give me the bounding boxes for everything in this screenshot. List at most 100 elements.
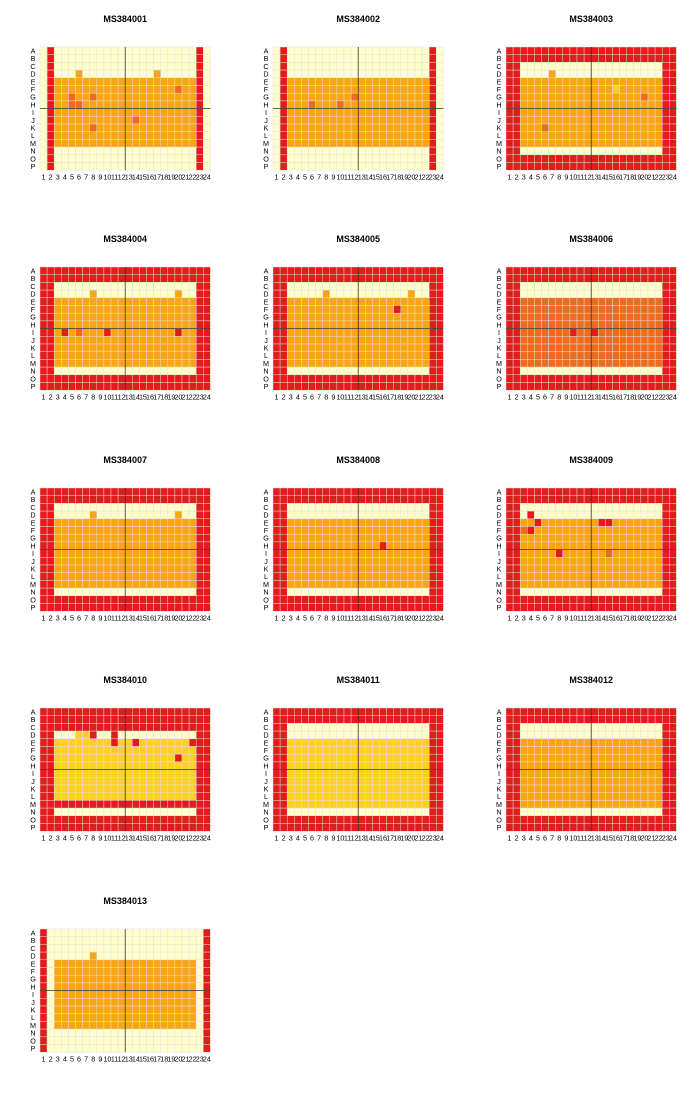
- well-N20: [174, 146, 183, 156]
- well-M3: [286, 580, 295, 589]
- well-A3: [286, 266, 295, 275]
- well-N8: [555, 146, 564, 156]
- well-M12: [583, 139, 592, 148]
- well-O22: [421, 815, 430, 824]
- row-label: O: [496, 154, 502, 163]
- well-F14: [365, 526, 373, 535]
- row-label: H: [30, 541, 35, 550]
- well-E8: [89, 297, 98, 306]
- well-E1: [39, 738, 48, 747]
- well-F21: [414, 305, 423, 314]
- well-G13: [357, 92, 366, 102]
- well-L15: [372, 351, 380, 360]
- row-label: A: [31, 267, 36, 276]
- well-D10: [336, 289, 345, 299]
- well-N9: [329, 146, 338, 156]
- well-G7: [315, 92, 323, 102]
- well-F9: [562, 85, 571, 94]
- well-A4: [527, 707, 535, 716]
- well-J13: [124, 336, 133, 345]
- well-K21: [414, 784, 423, 793]
- well-O7: [548, 374, 556, 383]
- well-N12: [583, 587, 592, 597]
- well-C24: [436, 62, 444, 71]
- well-L17: [619, 131, 627, 140]
- well-E12: [350, 518, 359, 527]
- well-K22: [188, 564, 197, 573]
- well-L16: [612, 792, 620, 801]
- well-A22: [421, 707, 430, 716]
- well-A11: [576, 487, 585, 496]
- well-P3: [519, 162, 528, 171]
- well-D9: [96, 69, 105, 79]
- well-N15: [605, 366, 613, 376]
- well-G11: [110, 312, 119, 322]
- well-K13: [590, 784, 599, 793]
- well-C5: [301, 282, 309, 291]
- well-G1: [39, 753, 48, 763]
- well-K7: [315, 123, 323, 132]
- well-G14: [598, 92, 606, 102]
- well-G7: [548, 753, 556, 763]
- well-C1: [272, 62, 281, 71]
- well-K7: [548, 343, 556, 352]
- well-F17: [386, 305, 394, 314]
- well-G3: [286, 753, 295, 763]
- well-O10: [336, 374, 345, 383]
- well-N17: [153, 587, 161, 597]
- col-label: 2: [49, 173, 53, 182]
- well-P17: [153, 823, 161, 832]
- well-A24: [436, 266, 444, 275]
- row-label: C: [30, 282, 35, 291]
- well-I17: [153, 769, 161, 778]
- well-B1: [505, 715, 514, 724]
- well-P21: [414, 603, 423, 612]
- well-J7: [82, 116, 90, 125]
- well-G19: [633, 753, 642, 763]
- well-D20: [174, 69, 183, 79]
- well-D17: [153, 289, 161, 299]
- row-label: I: [498, 549, 500, 558]
- well-E21: [181, 77, 190, 86]
- well-K20: [174, 784, 183, 793]
- well-E10: [103, 738, 112, 747]
- well-O9: [562, 154, 571, 163]
- well-G7: [82, 312, 90, 322]
- well-F8: [322, 526, 331, 535]
- well-A18: [393, 46, 402, 55]
- well-F18: [626, 85, 635, 94]
- well-P9: [562, 603, 571, 612]
- well-O3: [286, 374, 295, 383]
- well-P24: [203, 603, 211, 612]
- well-L23: [428, 131, 437, 140]
- well-O17: [619, 154, 627, 163]
- well-F11: [343, 85, 352, 94]
- well-M18: [393, 139, 402, 148]
- well-E24: [436, 518, 444, 527]
- well-A18: [160, 46, 169, 55]
- well-B9: [562, 715, 571, 724]
- well-A14: [132, 266, 140, 275]
- well-K5: [301, 123, 309, 132]
- well-A7: [548, 707, 556, 716]
- well-C16: [379, 62, 387, 71]
- well-D4: [61, 69, 69, 79]
- well-A10: [336, 266, 345, 275]
- well-F9: [329, 526, 338, 535]
- well-E11: [110, 77, 119, 86]
- well-I11: [343, 549, 352, 558]
- well-J23: [661, 777, 670, 786]
- well-A7: [82, 266, 90, 275]
- well-J2: [46, 777, 55, 786]
- well-F4: [527, 85, 535, 94]
- well-C16: [612, 503, 620, 512]
- well-L17: [386, 131, 394, 140]
- well-K22: [421, 564, 430, 573]
- col-label: 1: [275, 834, 279, 843]
- well-N18: [393, 366, 402, 376]
- well-B13: [124, 54, 133, 63]
- well-B12: [583, 715, 592, 724]
- well-F19: [633, 526, 642, 535]
- well-H10: [103, 320, 112, 329]
- well-B11: [576, 715, 585, 724]
